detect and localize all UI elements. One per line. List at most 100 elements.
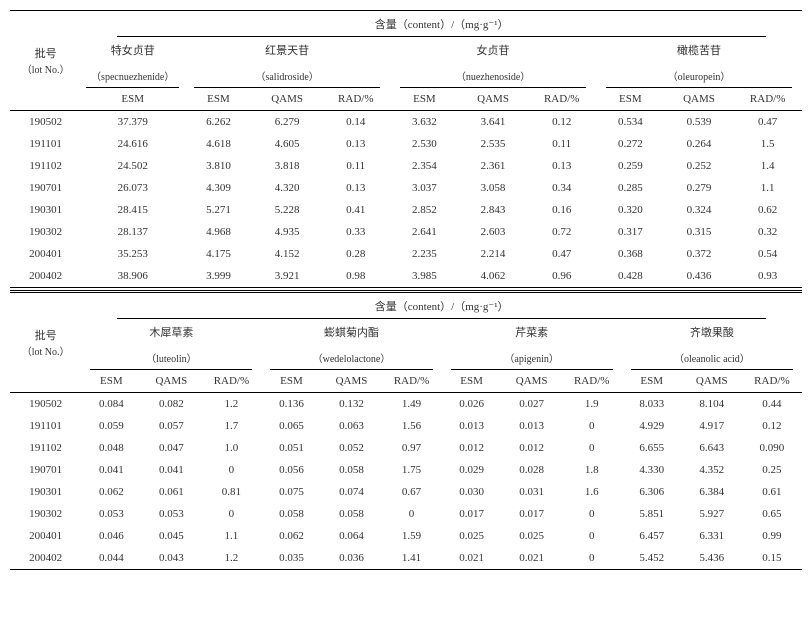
- data-cell: 4.618: [184, 133, 253, 155]
- lot-cell: 190502: [10, 111, 81, 134]
- data-cell: 0: [562, 525, 622, 547]
- lot-cell: 190301: [10, 481, 81, 503]
- data-cell: 1.56: [382, 415, 442, 437]
- data-cell: 4.352: [682, 459, 742, 481]
- data-cell: 0.62: [733, 199, 802, 221]
- data-cell: 0: [562, 547, 622, 570]
- data-cell: 6.643: [682, 437, 742, 459]
- data-cell: 0.14: [321, 111, 390, 134]
- method-header: RAD/%: [201, 370, 261, 393]
- data-cell: 1.1: [201, 525, 261, 547]
- lot-cell: 190502: [10, 393, 81, 416]
- data-cell: 0: [562, 415, 622, 437]
- data-cell: 0.534: [596, 111, 665, 134]
- data-cell: 0.062: [261, 525, 321, 547]
- data-cell: 3.818: [253, 155, 322, 177]
- data-cell: 6.306: [622, 481, 682, 503]
- data-cell: 0.67: [382, 481, 442, 503]
- data-cell: 0.053: [81, 503, 141, 525]
- data-cell: 0: [562, 437, 622, 459]
- compound-header-en: （luteolin）: [81, 345, 261, 370]
- data-cell: 0.93: [733, 265, 802, 288]
- data-cell: 2.843: [459, 199, 528, 221]
- data-cell: 38.906: [81, 265, 184, 288]
- data-cell: 0.074: [321, 481, 381, 503]
- data-cell: 0.056: [261, 459, 321, 481]
- data-cell: 0.041: [81, 459, 141, 481]
- data-cell: 0.98: [321, 265, 390, 288]
- data-cell: 4.330: [622, 459, 682, 481]
- data-cell: 0.025: [442, 525, 502, 547]
- data-cell: 0: [201, 459, 261, 481]
- data-cell: 0.044: [81, 547, 141, 570]
- data-cell: 0.25: [742, 459, 802, 481]
- data-cell: 0.047: [141, 437, 201, 459]
- data-cell: 0.34: [527, 177, 596, 199]
- data-cell: 4.968: [184, 221, 253, 243]
- data-cell: 3.999: [184, 265, 253, 288]
- data-cell: 2.235: [390, 243, 459, 265]
- data-cell: 4.935: [253, 221, 322, 243]
- data-cell: 8.104: [682, 393, 742, 416]
- lot-cell: 200402: [10, 547, 81, 570]
- method-header: ESM: [442, 370, 502, 393]
- data-cell: 2.852: [390, 199, 459, 221]
- data-cell: 0.045: [141, 525, 201, 547]
- data-cell: 0.539: [665, 111, 734, 134]
- method-header: ESM: [596, 88, 665, 111]
- data-cell: 3.985: [390, 265, 459, 288]
- lot-cell: 190701: [10, 177, 81, 199]
- data-cell: 4.320: [253, 177, 322, 199]
- data-cell: 4.917: [682, 415, 742, 437]
- data-cell: 0.65: [742, 503, 802, 525]
- data-cell: 0.61: [742, 481, 802, 503]
- method-header: ESM: [184, 88, 253, 111]
- data-cell: 8.033: [622, 393, 682, 416]
- lot-cell: 190301: [10, 199, 81, 221]
- data-cell: 26.073: [81, 177, 184, 199]
- data-cell: 0.048: [81, 437, 141, 459]
- data-cell: 6.331: [682, 525, 742, 547]
- data-cell: 0.315: [665, 221, 734, 243]
- data-cell: 0.44: [742, 393, 802, 416]
- data-cell: 1.41: [382, 547, 442, 570]
- data-cell: 0.052: [321, 437, 381, 459]
- data-cell: 0.028: [502, 459, 562, 481]
- content-header: 含量（content）/（mg·g⁻¹）: [81, 11, 802, 38]
- compound-header-en: （apigenin）: [442, 345, 622, 370]
- data-cell: 0.053: [141, 503, 201, 525]
- data-cell: 0.372: [665, 243, 734, 265]
- data-cell: 0.264: [665, 133, 734, 155]
- data-cell: 0.082: [141, 393, 201, 416]
- data-cell: 4.929: [622, 415, 682, 437]
- data-cell: 2.603: [459, 221, 528, 243]
- data-cell: 0.11: [321, 155, 390, 177]
- data-cell: 0.99: [742, 525, 802, 547]
- data-cell: 0.031: [502, 481, 562, 503]
- data-cell: 0.272: [596, 133, 665, 155]
- data-cell: 0.017: [502, 503, 562, 525]
- data-cell: 0.285: [596, 177, 665, 199]
- lot-cell: 191101: [10, 133, 81, 155]
- data-cell: 0.051: [261, 437, 321, 459]
- data-cell: 0.320: [596, 199, 665, 221]
- data-cell: 0.47: [733, 111, 802, 134]
- data-cell: 0.72: [527, 221, 596, 243]
- data-cell: 1.0: [201, 437, 261, 459]
- compound-header: 芹菜素: [442, 319, 622, 345]
- method-header: QAMS: [502, 370, 562, 393]
- data-cell: 0: [562, 503, 622, 525]
- data-cell: 0.15: [742, 547, 802, 570]
- data-cell: 0.036: [321, 547, 381, 570]
- data-cell: 4.309: [184, 177, 253, 199]
- data-cell: 0.021: [442, 547, 502, 570]
- lot-cell: 190302: [10, 503, 81, 525]
- data-cell: 0.058: [261, 503, 321, 525]
- lot-cell: 200401: [10, 243, 81, 265]
- data-cell: 0.046: [81, 525, 141, 547]
- data-cell: 2.530: [390, 133, 459, 155]
- data-cell: 1.9: [562, 393, 622, 416]
- data-cell: 4.062: [459, 265, 528, 288]
- data-cell: 24.616: [81, 133, 184, 155]
- method-header: RAD/%: [527, 88, 596, 111]
